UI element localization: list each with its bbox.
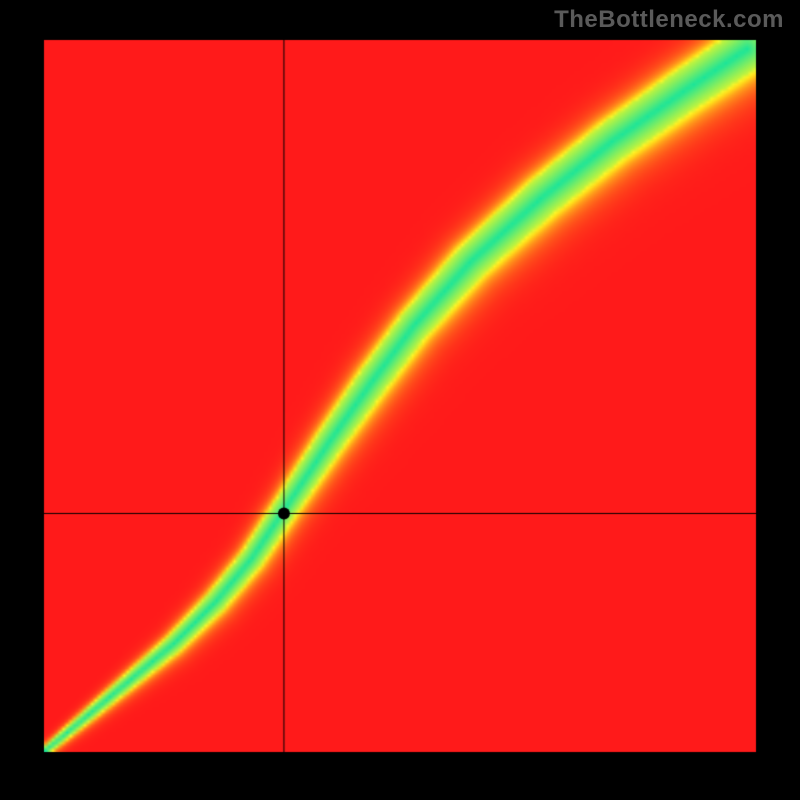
chart-container: { "watermark": "TheBottleneck.com", "can… — [0, 0, 800, 800]
bottleneck-heatmap — [0, 0, 800, 800]
watermark-text: TheBottleneck.com — [554, 6, 784, 34]
